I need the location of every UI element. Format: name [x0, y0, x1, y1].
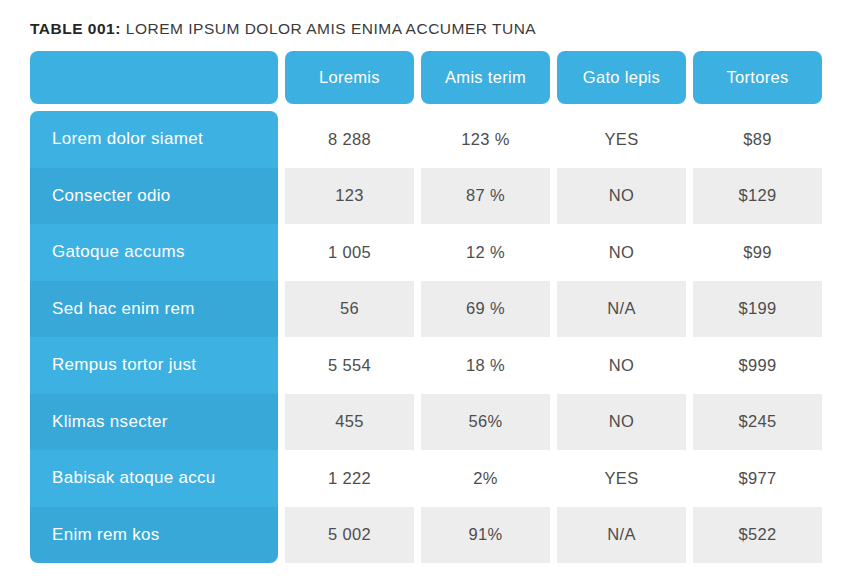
data-cell: $129 — [693, 168, 822, 225]
header-cell-amis-terim: Amis terim — [421, 51, 550, 104]
row-label-cell: Babisak atoque accu — [30, 450, 278, 507]
data-cell: $522 — [693, 507, 822, 564]
data-cell: 8 288 — [285, 111, 414, 168]
data-cell: NO — [557, 394, 686, 451]
row-label-cell: Sed hac enim rem — [30, 281, 278, 338]
data-cell: 1 005 — [285, 224, 414, 281]
header-cell-loremis: Loremis — [285, 51, 414, 104]
data-cell: 1 222 — [285, 450, 414, 507]
data-cell: NO — [557, 168, 686, 225]
row-label-cell: Rempus tortor just — [30, 337, 278, 394]
header-cell-gato-lepis: Gato lepis — [557, 51, 686, 104]
header-cell-tortores: Tortores — [693, 51, 822, 104]
data-cell: $199 — [693, 281, 822, 338]
data-cell: $245 — [693, 394, 822, 451]
row-label-cell: Gatoque accums — [30, 224, 278, 281]
data-cell: 5 554 — [285, 337, 414, 394]
row-label-cell: Lorem dolor siamet — [30, 111, 278, 168]
data-cell: YES — [557, 111, 686, 168]
data-cell: YES — [557, 450, 686, 507]
row-label-cell: Enim rem kos — [30, 507, 278, 564]
data-cell: 12 % — [421, 224, 550, 281]
header-cell-empty — [30, 51, 278, 104]
data-cell: 87 % — [421, 168, 550, 225]
data-cell: 123 — [285, 168, 414, 225]
data-cell: 5 002 — [285, 507, 414, 564]
data-cell: $89 — [693, 111, 822, 168]
table-number: TABLE 001: — [30, 20, 121, 37]
data-cell: 2% — [421, 450, 550, 507]
data-cell: 123 % — [421, 111, 550, 168]
data-cell: N/A — [557, 281, 686, 338]
data-cell: N/A — [557, 507, 686, 564]
data-cell: $999 — [693, 337, 822, 394]
data-cell: 56% — [421, 394, 550, 451]
data-cell: $977 — [693, 450, 822, 507]
row-label-cell: Consecter odio — [30, 168, 278, 225]
row-label-cell: Klimas nsecter — [30, 394, 278, 451]
data-cell: 69 % — [421, 281, 550, 338]
data-cell: 18 % — [421, 337, 550, 394]
data-cell: 56 — [285, 281, 414, 338]
data-cell: 455 — [285, 394, 414, 451]
table-body: Lorem dolor siamet8 288123 %YES$89Consec… — [30, 111, 822, 563]
page: TABLE 001: LOREM IPSUM DOLOR AMIS ENIMA A… — [0, 0, 850, 585]
data-cell: $99 — [693, 224, 822, 281]
page-title: TABLE 001: LOREM IPSUM DOLOR AMIS ENIMA A… — [30, 20, 822, 38]
data-cell: NO — [557, 337, 686, 394]
table-title-text: LOREM IPSUM DOLOR AMIS ENIMA ACCUMER TUN… — [126, 20, 536, 37]
data-cell: 91% — [421, 507, 550, 564]
table-header-row: Loremis Amis terim Gato lepis Tortores — [30, 51, 822, 104]
data-cell: NO — [557, 224, 686, 281]
